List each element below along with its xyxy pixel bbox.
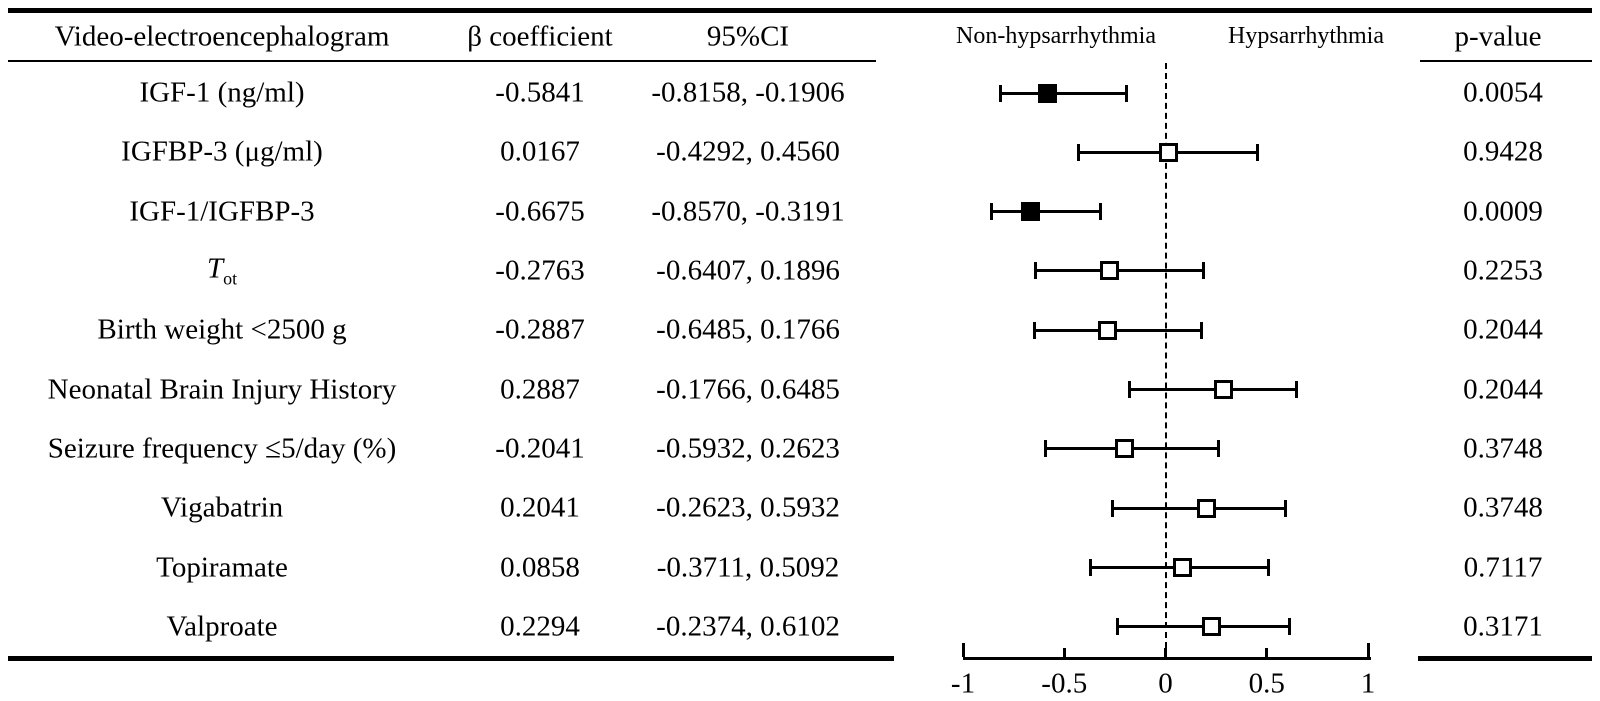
beta-value: 0.2887 — [500, 373, 580, 406]
beta-value: 0.2041 — [500, 491, 580, 524]
column-header-ci: 95%CI — [706, 20, 790, 53]
ci-cap-right — [1202, 262, 1206, 280]
row-label: Topiramate — [156, 551, 288, 584]
ci-interval-line — [991, 210, 1101, 214]
x-axis-tick-label: -0.5 — [1041, 667, 1088, 700]
bottom-border-right — [1418, 656, 1592, 661]
ci-cap-left — [1088, 559, 1092, 577]
point-estimate-marker — [1020, 202, 1040, 222]
x-axis-tick-label: 0.5 — [1248, 667, 1285, 700]
beta-value: 0.2294 — [500, 610, 580, 643]
row-label: IGF-1/IGFBP-3 — [129, 195, 315, 228]
row-label: IGFBP-3 (μg/ml) — [121, 135, 323, 168]
x-axis-tick — [1062, 648, 1066, 657]
ci-value: -0.5932, 0.2623 — [656, 432, 840, 465]
point-estimate-marker — [1097, 320, 1117, 340]
x-axis-tick — [1366, 643, 1370, 657]
ci-value: -0.2623, 0.5932 — [656, 491, 840, 524]
x-axis-tick-label: -1 — [950, 667, 976, 700]
ci-cap-left — [1043, 440, 1047, 458]
ci-interval-line — [1000, 91, 1127, 95]
column-header-pvalue: p-value — [1454, 20, 1542, 53]
beta-value: -0.6675 — [495, 195, 585, 228]
p-value: 0.2044 — [1463, 373, 1543, 406]
point-estimate-marker — [1037, 83, 1057, 103]
plot-group-label-right: Hypsarrhythmia — [1228, 23, 1384, 49]
p-value: 0.3748 — [1463, 491, 1543, 524]
header-underline-right — [1420, 60, 1592, 62]
ci-value: -0.6407, 0.1896 — [656, 254, 840, 287]
row-label: Birth weight <2500 g — [97, 313, 347, 346]
ci-value: -0.2374, 0.6102 — [656, 610, 840, 643]
ci-cap-left — [1128, 381, 1132, 399]
ci-cap-right — [1099, 203, 1103, 221]
row-label: Valproate — [166, 610, 278, 643]
p-value: 0.2044 — [1463, 313, 1543, 346]
row-label: IGF-1 (ng/ml) — [139, 76, 305, 109]
x-axis-tick-label: 1 — [1360, 667, 1376, 700]
top-border-rule — [8, 8, 1592, 13]
ci-cap-left — [1077, 143, 1081, 161]
row-label: Tot — [206, 252, 238, 289]
ci-value: -0.8158, -0.1906 — [651, 76, 845, 109]
point-estimate-marker — [1202, 617, 1222, 637]
beta-value: -0.5841 — [495, 76, 585, 109]
ci-cap-left — [1115, 618, 1119, 636]
ci-interval-line — [1129, 388, 1297, 392]
column-header-variable: Video-electroencephalogram — [54, 20, 390, 53]
x-axis-tick — [1265, 648, 1269, 657]
ci-cap-right — [1199, 321, 1203, 339]
ci-value: -0.4292, 0.4560 — [656, 135, 840, 168]
beta-value: 0.0858 — [500, 551, 580, 584]
point-estimate-marker — [1100, 261, 1120, 281]
ci-value: -0.8570, -0.3191 — [651, 195, 845, 228]
p-value: 0.0009 — [1463, 195, 1543, 228]
ci-cap-right — [1217, 440, 1221, 458]
point-estimate-marker — [1114, 439, 1134, 459]
x-axis-tick — [1164, 648, 1167, 657]
x-axis-tick-label: 0 — [1158, 667, 1173, 700]
p-value: 0.3171 — [1463, 610, 1543, 643]
beta-value: 0.0167 — [500, 135, 580, 168]
ci-cap-right — [1287, 618, 1291, 636]
ci-value: -0.3711, 0.5092 — [656, 551, 840, 584]
beta-value: -0.2887 — [495, 313, 585, 346]
p-value: 0.9428 — [1463, 135, 1543, 168]
point-estimate-marker — [1173, 558, 1193, 578]
row-label: Vigabatrin — [160, 491, 284, 524]
ci-cap-right — [1125, 84, 1129, 102]
ci-cap-left — [998, 84, 1002, 102]
beta-value: -0.2763 — [495, 254, 585, 287]
plot-group-label-left: Non-hypsarrhythmia — [956, 23, 1156, 49]
zero-reference-line — [1164, 63, 1167, 658]
header-underline-left — [8, 60, 876, 62]
ci-interval-line — [1035, 269, 1204, 273]
ci-interval-line — [1034, 328, 1202, 332]
point-estimate-marker — [1197, 498, 1217, 518]
beta-value: -0.2041 — [495, 432, 585, 465]
p-value: 0.7117 — [1463, 551, 1543, 584]
p-value: 0.3748 — [1463, 432, 1543, 465]
ci-value: -0.1766, 0.6485 — [656, 373, 840, 406]
ci-cap-left — [1032, 321, 1036, 339]
ci-cap-right — [1284, 499, 1288, 517]
p-value: 0.2253 — [1463, 254, 1543, 287]
point-estimate-marker — [1159, 142, 1179, 162]
column-header-beta: β coefficient — [467, 20, 613, 53]
ci-cap-right — [1267, 559, 1271, 577]
ci-cap-right — [1256, 143, 1260, 161]
row-label: Neonatal Brain Injury History — [47, 373, 397, 406]
bottom-border-left — [8, 656, 894, 661]
ci-cap-left — [1034, 262, 1038, 280]
x-axis-tick — [961, 643, 965, 657]
ci-value: -0.6485, 0.1766 — [656, 313, 840, 346]
point-estimate-marker — [1214, 380, 1234, 400]
ci-cap-right — [1295, 381, 1299, 399]
x-axis-line — [963, 657, 1371, 660]
ci-cap-left — [990, 203, 994, 221]
p-value: 0.0054 — [1463, 76, 1543, 109]
row-label: Seizure frequency ≤5/day (%) — [47, 432, 397, 465]
ci-cap-left — [1110, 499, 1114, 517]
